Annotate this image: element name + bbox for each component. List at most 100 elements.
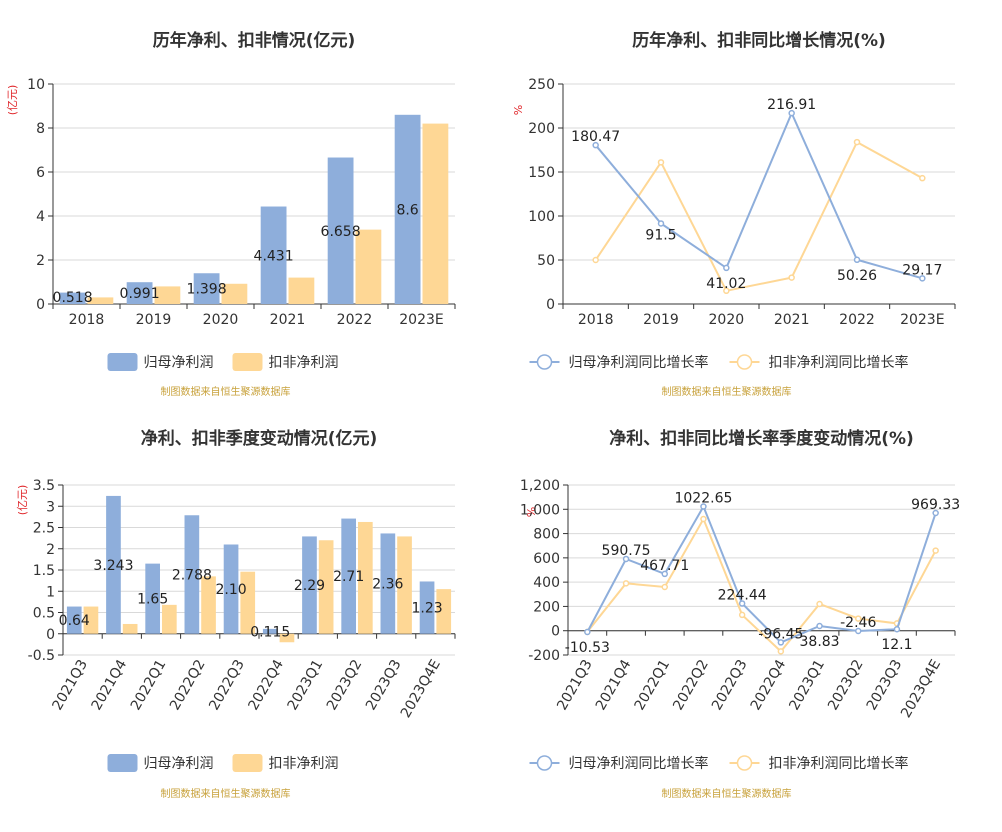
chart-quarterly-profit: 净利、扣非季度变动情况(亿元) (亿元) -0.5 0 0.5 1 1.5 2 2.5 3 3.5 2… — [0, 413, 501, 827]
x-tick-label: 2021 — [774, 312, 810, 328]
x-tick-label: 2023Q4E — [898, 657, 944, 721]
legend-label: 归母净利润同比增长率 — [569, 354, 709, 371]
series-point — [893, 625, 901, 633]
data-label: 4.431 — [254, 248, 294, 264]
y-tick-label: -0.5 — [28, 648, 55, 664]
data-label: -2.46 — [840, 615, 876, 631]
x-tick-label: 2021Q3 — [49, 657, 91, 713]
series-point — [657, 220, 665, 227]
y-tick-label: 6 — [36, 165, 45, 181]
x-tick-label: 2023Q2 — [825, 657, 867, 713]
chart-quarterly-growth-svg: 净利、扣非同比增长率季度变动情况(%)% -200 0 200 400 600 800 1,0… — [520, 428, 960, 800]
y-tick-label: 1 — [46, 584, 55, 600]
legend-label: 扣非净利润同比增长率 — [769, 354, 909, 371]
series-point — [592, 141, 599, 149]
bar-deducted-profit — [240, 571, 256, 634]
data-label: 1.398 — [187, 282, 227, 298]
x-tick-label: 2023Q1 — [285, 657, 327, 713]
chart-title: 历年净利、扣非情况(亿元) — [153, 30, 356, 51]
y-tick-label: 0 — [551, 624, 560, 640]
x-tick-label: 2022Q3 — [709, 657, 751, 713]
x-tick-label: 2022Q4 — [748, 657, 790, 713]
series-point — [919, 174, 926, 182]
bar-net-profit — [394, 114, 421, 304]
x-tick-label: 2022Q2 — [670, 657, 712, 713]
x-tick-label: 2023Q4E — [398, 657, 444, 721]
x-tick-label: 2023Q2 — [324, 657, 366, 713]
series-point — [853, 138, 861, 146]
legend-marker-net-profit — [536, 755, 553, 771]
bar-deducted-profit — [162, 604, 177, 634]
y-tick-label: 1.5 — [33, 563, 55, 579]
bar-net-profit — [380, 533, 396, 634]
data-label: 2.29 — [294, 578, 325, 594]
legend-swatch-net-profit — [107, 754, 138, 772]
y-tick-label: 150 — [528, 165, 555, 181]
bar-deducted-profit — [221, 283, 248, 304]
y-tick-label: 0 — [546, 297, 555, 313]
y-tick-label: 1,200 — [520, 478, 560, 494]
data-label: 29.17 — [902, 262, 942, 278]
x-tick-label: 2023E — [900, 312, 944, 328]
data-label: 91.5 — [645, 227, 676, 243]
series-point — [855, 627, 862, 635]
data-label: -10.53 — [565, 640, 610, 656]
legend-swatch-deducted-profit — [232, 353, 263, 371]
y-tick-label: 2 — [46, 542, 55, 558]
legend-marker-deducted-profit — [736, 755, 753, 771]
y-tick-label: 2.5 — [33, 521, 55, 537]
y-tick-label: 3.5 — [33, 478, 55, 494]
y-tick-label: 8 — [36, 121, 45, 137]
chart-annual-profit-svg: 历年净利、扣非情况(亿元) (亿元) 0 2 4 6 8 10 2018 2019 2020 2021… — [6, 30, 456, 398]
data-label: 2.788 — [172, 568, 212, 584]
y-unit-label: (亿元) — [6, 85, 19, 116]
x-tick-label: 2022Q1 — [632, 657, 674, 713]
source-note: 制图数据来自恒生聚源数据库 — [662, 385, 792, 398]
bar-net-profit — [341, 518, 356, 634]
series-point — [777, 639, 785, 646]
series-point — [738, 600, 746, 607]
x-tick-label: 2021Q4 — [89, 657, 131, 713]
y-tick-label: -200 — [528, 648, 560, 664]
x-tick-label: 2020 — [709, 312, 745, 328]
x-tick-label: 2022Q4 — [245, 657, 287, 713]
series-point — [919, 275, 926, 282]
x-tick-label: 2022Q2 — [167, 657, 209, 713]
series-point — [853, 256, 861, 264]
y-tick-label: 400 — [533, 575, 560, 591]
x-tick-label: 2021 — [270, 312, 306, 328]
y-tick-label: 800 — [533, 527, 560, 543]
x-tick-label: 2018 — [578, 312, 614, 328]
x-tick-label: 2019 — [136, 312, 172, 328]
bar-deducted-profit — [288, 277, 315, 304]
data-label: 3.243 — [93, 558, 133, 574]
bar-net-profit — [260, 206, 287, 304]
x-tick-label: 2023Q3 — [864, 657, 906, 713]
data-label: 2.10 — [215, 582, 246, 598]
y-unit-label: (亿元) — [16, 485, 29, 516]
chart-annual-profit: 历年净利、扣非情况(亿元) (亿元) 0 2 4 6 8 10 2018 2019 2020 2021… — [0, 0, 501, 413]
bar-deducted-profit — [154, 286, 181, 304]
y-tick-label: 0 — [46, 627, 55, 643]
series-point — [816, 622, 823, 630]
bar-deducted-profit — [355, 229, 382, 304]
data-label: 6.658 — [321, 224, 361, 240]
data-label: 8.6 — [396, 202, 418, 218]
bar-net-profit — [66, 606, 82, 634]
x-tick-label: 2022Q3 — [206, 657, 248, 713]
source-note: 制图数据来自恒生聚源数据库 — [662, 787, 792, 800]
y-tick-label: 3 — [46, 499, 55, 515]
x-tick-label: 2021Q4 — [593, 657, 635, 713]
bar-net-profit — [302, 536, 317, 634]
chart-annual-growth-svg: 历年净利、扣非同比增长情况(%)% 0 50 100 150 200 250 2018 2019… — [512, 30, 956, 398]
series-point — [622, 580, 630, 587]
data-label: 2.71 — [333, 569, 364, 585]
y-tick-label: 10 — [27, 77, 45, 93]
y-tick-label: 250 — [528, 77, 555, 93]
data-label: 1.23 — [411, 601, 442, 617]
bar-deducted-profit — [83, 606, 99, 634]
series-point — [738, 611, 746, 619]
y-unit-label: % — [512, 105, 525, 115]
x-tick-label: 2019 — [643, 312, 679, 328]
data-label: 12.1 — [881, 637, 912, 653]
